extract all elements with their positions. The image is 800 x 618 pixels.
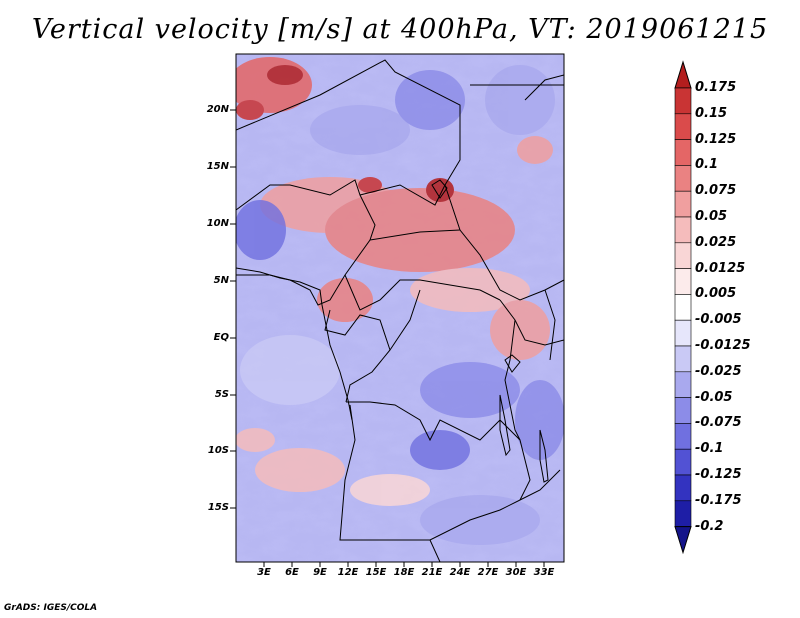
colorbar-level-label: -0.0125	[695, 338, 751, 353]
colorbar-level-label: -0.05	[695, 389, 733, 405]
colorbar-level-label: 0.0125	[695, 260, 746, 276]
colorbar-swatch	[674, 113, 692, 140]
colorbar-swatch	[674, 242, 692, 269]
lon-label-21e: 21E	[421, 567, 443, 578]
negative-zones	[236, 65, 564, 545]
colorbar-swatch	[674, 319, 692, 347]
colorbar-level-label: -0.2	[695, 518, 724, 534]
colorbar-level-label: -0.025	[695, 363, 742, 379]
plot-title: Vertical velocity [m/s] at 400hPa, VT: 2…	[31, 14, 769, 45]
lat-label-5s: 5S	[214, 389, 229, 400]
colorbar-swatch	[674, 216, 692, 244]
colorbar-arrow-top	[674, 60, 692, 89]
positive-zones	[236, 57, 553, 506]
colorbar-level-label: 0.175	[695, 80, 737, 95]
velocity-field	[236, 54, 564, 562]
lakes	[431, 179, 549, 483]
lon-label-24e: 24E	[449, 567, 471, 578]
colorbar-swatch	[674, 139, 692, 166]
lon-label-3e: 3E	[257, 567, 271, 578]
lake-tanganyika-outline	[499, 394, 511, 457]
colorbar-level-label: 0.1	[695, 157, 719, 173]
lat-label-5n: 5N	[213, 275, 229, 286]
colorbar-swatch	[674, 397, 692, 424]
lake-chad-outline	[431, 179, 448, 199]
lat-label-eq: EQ	[213, 332, 229, 343]
colorbar-level-label: 0.005	[695, 286, 737, 302]
colorbar-swatch	[674, 474, 692, 502]
colorbar-swatch	[674, 423, 692, 450]
colorbar-swatch	[674, 87, 692, 115]
colorbar-swatch	[674, 294, 692, 321]
colorbar-level-label: 0.025	[695, 234, 737, 250]
lat-label-15n: 15N	[206, 161, 229, 172]
colorbar-level-label: -0.125	[695, 467, 742, 482]
colorbar-level-label: -0.1	[695, 441, 724, 457]
colorbar-level-label: -0.075	[695, 415, 742, 431]
colorbar-swatch	[674, 345, 692, 373]
colorbar-level-label: 0.125	[695, 131, 737, 147]
colorbar-swatch	[674, 500, 692, 527]
colorbar-swatch	[674, 371, 692, 398]
lon-label-30e: 30E	[505, 567, 527, 578]
tick-marks	[230, 109, 545, 567]
colorbar-swatch	[674, 190, 692, 218]
lake-malawi-outline	[539, 429, 549, 483]
map-frame	[235, 53, 565, 563]
lon-label-12e: 12E	[337, 567, 359, 578]
lat-label-20n: 20N	[206, 104, 229, 115]
lon-label-9e: 9E	[313, 567, 327, 578]
lat-label-15s: 15S	[207, 502, 229, 513]
colorbar-level-label: -0.175	[695, 492, 742, 508]
lake-victoria-outline	[504, 354, 521, 373]
colorbar-arrow-bottom	[674, 526, 692, 555]
grads-credit: GrADS: IGES/COLA	[4, 603, 98, 613]
lon-label-18e: 18E	[393, 567, 415, 578]
colorbar	[674, 60, 692, 555]
lon-label-15e: 15E	[365, 567, 387, 578]
colorbar-level-label: -0.005	[695, 312, 742, 328]
lon-label-27e: 27E	[477, 567, 499, 578]
country-boundaries	[236, 59, 564, 562]
colorbar-swatch	[674, 268, 692, 295]
colorbar-swatch	[674, 448, 692, 476]
coastline	[235, 267, 353, 421]
lat-label-10s: 10S	[207, 445, 229, 456]
colorbar-swatch	[674, 165, 692, 192]
colorbar-level-label: 0.05	[695, 209, 728, 224]
lat-label-10n: 10N	[206, 218, 229, 229]
colorbar-level-label: 0.075	[695, 183, 737, 199]
lon-label-6e: 6E	[285, 567, 299, 578]
lon-label-33e: 33E	[533, 567, 555, 578]
colorbar-level-label: 0.15	[695, 105, 728, 121]
